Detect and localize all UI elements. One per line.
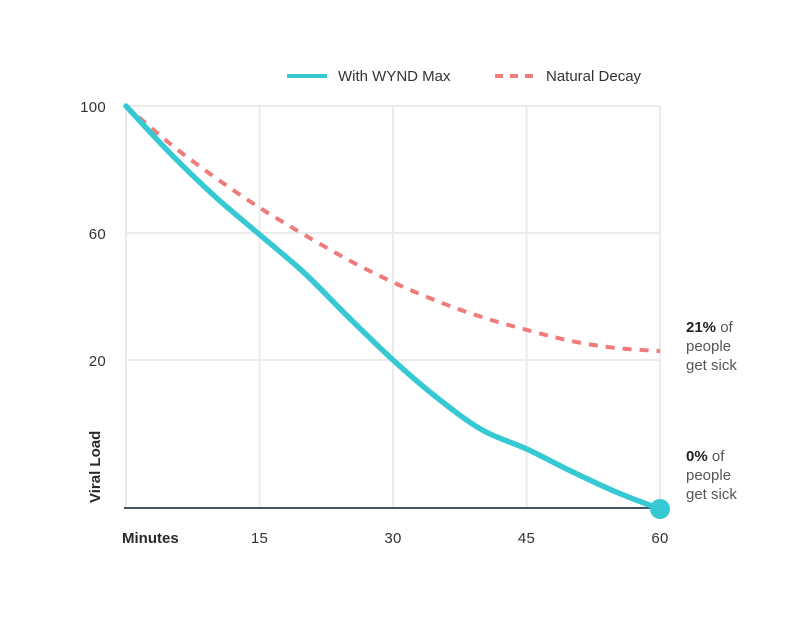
legend: With WYND Max Natural Decay <box>287 68 642 85</box>
annotation-with-wynd-max: 0% of people get sick <box>686 448 737 503</box>
x-tick-label: 15 <box>251 530 268 547</box>
annotation-percent: 21% <box>686 319 716 336</box>
svg-text:0% of: 0% of <box>686 448 725 465</box>
y-tick-label: 100 <box>80 99 106 116</box>
annotation-percent: 0% <box>686 448 708 465</box>
annotation-of: of <box>716 319 734 336</box>
x-tick-label: 45 <box>518 530 535 547</box>
annotation-line3: get sick <box>686 357 737 374</box>
series-lines <box>123 103 670 519</box>
endpoint-marker <box>650 499 670 519</box>
y-axis-title: Viral Load <box>87 431 104 503</box>
grid <box>125 105 661 508</box>
annotation-natural-decay: 21% of people get sick <box>686 319 737 374</box>
y-tick-label: 60 <box>89 226 106 243</box>
legend-label-natural-decay: Natural Decay <box>546 68 642 85</box>
annotation-line2: people <box>686 467 731 484</box>
x-axis-title: Minutes <box>122 530 179 547</box>
x-tick-label: 30 <box>384 530 401 547</box>
x-tick-labels: 15 30 45 60 <box>251 530 668 547</box>
legend-label-with-wynd-max: With WYND Max <box>338 68 451 85</box>
x-tick-label: 60 <box>651 530 668 547</box>
y-tick-label: 20 <box>89 353 106 370</box>
series-line-with-wynd-max <box>123 103 663 512</box>
svg-text:21% of: 21% of <box>686 319 734 336</box>
annotation-of: of <box>708 448 726 465</box>
annotation-line3: get sick <box>686 486 737 503</box>
annotation-line2: people <box>686 338 731 355</box>
y-tick-labels: 100 60 20 <box>80 99 106 370</box>
